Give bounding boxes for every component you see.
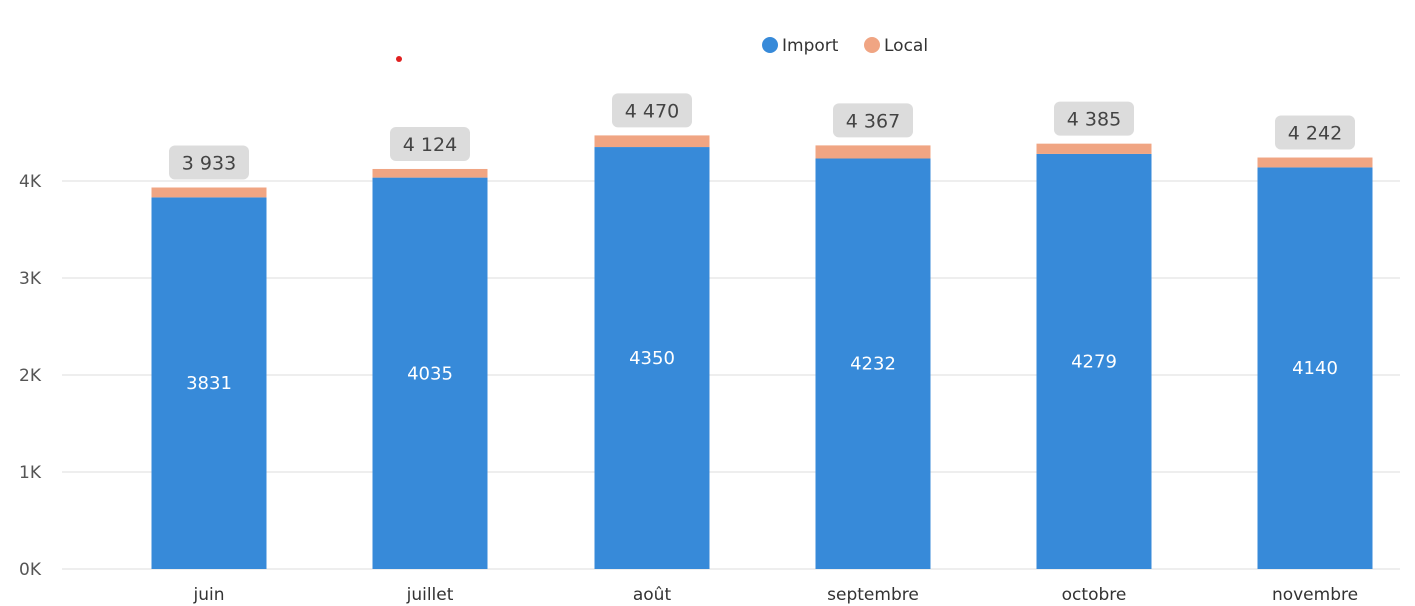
bar-local-septembre[interactable]: [815, 145, 931, 159]
bar-import-septembre[interactable]: [815, 158, 931, 569]
bar-import-août[interactable]: [594, 147, 710, 570]
total-badge: [390, 126, 470, 161]
total-badge: [169, 145, 249, 180]
y-tick-label: 2K: [19, 366, 42, 386]
x-tick-label: novembre: [1272, 585, 1358, 605]
bar-import-octobre[interactable]: [1036, 153, 1152, 569]
bar-value-label: 4279: [1071, 351, 1117, 372]
x-tick-label: juillet: [406, 585, 454, 605]
total-badge: [612, 93, 692, 128]
bar-local-juin[interactable]: [151, 187, 267, 198]
bar-import-juillet[interactable]: [372, 177, 488, 570]
x-tick-label: octobre: [1062, 585, 1127, 605]
legend-swatch-local[interactable]: [864, 37, 880, 53]
y-tick-label: 1K: [19, 463, 42, 483]
bar-value-label: 4232: [850, 354, 896, 375]
x-tick-label: septembre: [827, 585, 919, 605]
legend-label-import[interactable]: Import: [782, 36, 839, 56]
legend[interactable]: Import Local: [762, 36, 928, 56]
y-tick-label: 4K: [19, 172, 42, 192]
total-badge: [833, 103, 913, 138]
total-label: 3 933: [182, 152, 236, 174]
total-label: 4 367: [846, 110, 900, 132]
total-badge: [1275, 115, 1355, 150]
x-tick-label: août: [633, 585, 672, 605]
labels-layer: 3831 3 933 4035 4 124 4350 4 470 4232 4 367 4279…: [169, 93, 1355, 394]
legend-swatch-import[interactable]: [762, 37, 778, 53]
total-label: 4 470: [625, 100, 679, 122]
total-badge: [1054, 101, 1134, 136]
bar-import-juin[interactable]: [151, 197, 267, 569]
legend-label-local[interactable]: Local: [884, 36, 928, 56]
y-tick-label: 3K: [19, 269, 42, 289]
bars-layer: [151, 135, 1373, 570]
total-label: 4 242: [1288, 123, 1342, 145]
bar-value-label: 3831: [186, 373, 232, 394]
bar-local-août[interactable]: [594, 135, 710, 148]
bar-local-juillet[interactable]: [372, 168, 488, 178]
axis-layer: 0K 1K 2K 3K 4K juin juillet août septembre octobr…: [19, 172, 1358, 605]
bar-local-novembre[interactable]: [1257, 157, 1373, 168]
bar-value-label: 4035: [407, 363, 453, 384]
total-label: 4 385: [1067, 109, 1121, 131]
x-tick-label: juin: [193, 585, 225, 605]
y-tick-label: 0K: [19, 560, 42, 580]
total-label: 4 124: [403, 134, 457, 156]
bar-import-novembre[interactable]: [1257, 167, 1373, 570]
bar-local-octobre[interactable]: [1036, 143, 1152, 154]
stray-dot: [396, 56, 402, 62]
bar-value-label: 4140: [1292, 358, 1338, 379]
bar-value-label: 4350: [629, 348, 675, 369]
grid-layer: [62, 180, 1400, 570]
